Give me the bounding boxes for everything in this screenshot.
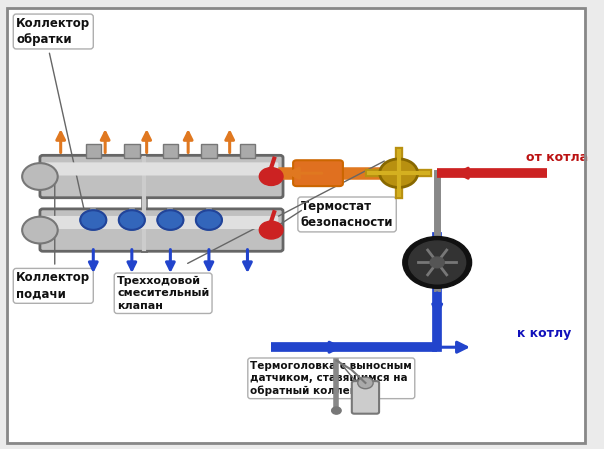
Text: Термоголовка с выносным
датчиком, ставящимся на
обратный коллектор: Термоголовка с выносным датчиком, ставящ… <box>251 361 412 396</box>
Text: Коллектор
обратки: Коллектор обратки <box>16 17 91 46</box>
FancyBboxPatch shape <box>45 216 278 229</box>
FancyBboxPatch shape <box>45 163 278 176</box>
Circle shape <box>196 210 222 230</box>
Circle shape <box>380 159 417 188</box>
Circle shape <box>430 257 445 268</box>
Circle shape <box>22 163 58 190</box>
FancyBboxPatch shape <box>40 155 283 198</box>
FancyBboxPatch shape <box>8 9 584 442</box>
Circle shape <box>22 217 58 243</box>
FancyBboxPatch shape <box>352 381 379 414</box>
Circle shape <box>157 210 184 230</box>
FancyBboxPatch shape <box>293 160 343 186</box>
Text: Коллектор
подачи: Коллектор подачи <box>16 271 91 300</box>
FancyBboxPatch shape <box>86 144 101 158</box>
FancyBboxPatch shape <box>240 144 255 158</box>
Circle shape <box>332 407 341 414</box>
Circle shape <box>259 221 283 239</box>
Text: от котла: от котла <box>526 151 588 164</box>
FancyBboxPatch shape <box>124 144 140 158</box>
FancyBboxPatch shape <box>40 209 283 251</box>
Circle shape <box>80 210 106 230</box>
Text: к котлу: к котлу <box>517 327 571 340</box>
Text: Термостат
безопасности: Термостат безопасности <box>301 200 393 229</box>
Circle shape <box>358 377 373 389</box>
Text: Трехходовой
смесительный
клапан: Трехходовой смесительный клапан <box>117 276 209 311</box>
FancyBboxPatch shape <box>162 144 178 158</box>
Circle shape <box>119 210 145 230</box>
Circle shape <box>259 167 283 185</box>
Circle shape <box>409 241 466 284</box>
Circle shape <box>403 237 472 288</box>
FancyBboxPatch shape <box>201 144 217 158</box>
